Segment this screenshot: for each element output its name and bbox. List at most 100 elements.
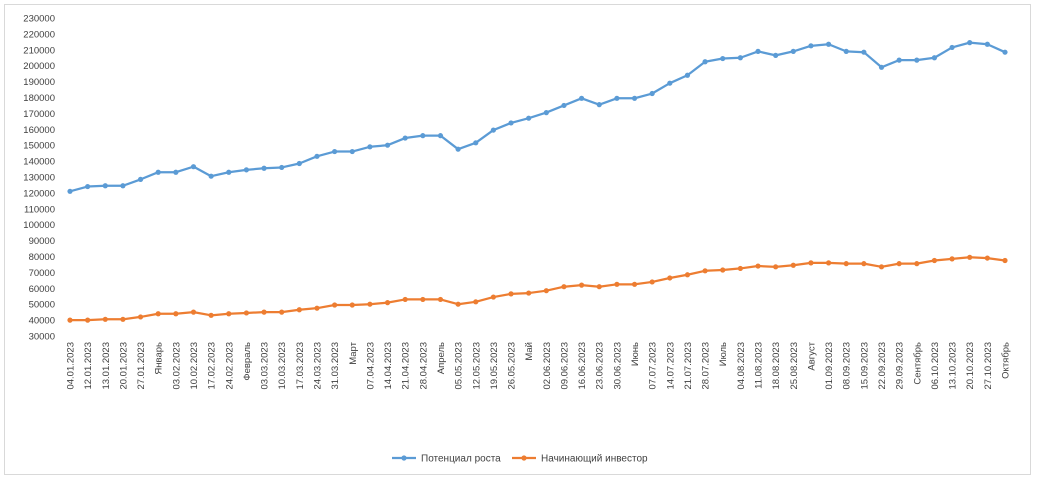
data-point xyxy=(279,164,285,171)
x-tick-label: 17.02.2023 xyxy=(207,342,218,390)
data-point xyxy=(332,148,338,155)
x-tick-label: 18.08.2023 xyxy=(771,342,782,390)
data-point xyxy=(314,153,320,159)
data-point xyxy=(332,302,338,308)
data-point xyxy=(102,316,108,322)
y-tick-label: 80000 xyxy=(29,252,55,263)
y-tick-label: 40000 xyxy=(29,316,55,327)
x-axis: 04.01.2023 12.01.2023 13.01.2023 20.01.2023… xyxy=(66,341,1012,389)
data-point xyxy=(896,57,902,63)
series-1 xyxy=(67,40,1008,194)
data-point xyxy=(561,284,567,290)
y-tick-label: 150000 xyxy=(23,141,55,152)
x-tick-label: 30.06.2023 xyxy=(612,342,623,390)
data-point xyxy=(137,176,144,182)
data-point xyxy=(173,169,179,175)
data-point xyxy=(85,317,91,323)
data-point xyxy=(85,183,91,190)
data-point xyxy=(420,133,426,139)
data-point xyxy=(455,146,461,152)
data-point xyxy=(667,80,673,86)
x-tick-label: 04.08.2023 xyxy=(736,342,747,390)
data-point xyxy=(773,52,779,58)
data-point xyxy=(684,272,691,278)
data-point xyxy=(120,183,126,189)
data-point xyxy=(755,48,761,54)
data-point xyxy=(102,183,108,189)
data-point xyxy=(755,263,761,269)
data-point xyxy=(579,95,585,101)
x-tick-label: 04.01.2023 xyxy=(66,342,77,390)
y-tick-label: 90000 xyxy=(29,236,55,247)
data-point xyxy=(861,49,867,55)
x-tick-label: 12.01.2023 xyxy=(83,342,94,390)
data-point xyxy=(967,254,973,260)
y-tick-label: 60000 xyxy=(29,284,55,295)
series-layer xyxy=(67,40,1008,323)
x-tick-label: Июль xyxy=(718,342,729,366)
data-point xyxy=(702,59,708,65)
x-tick-label: Июнь xyxy=(630,342,641,366)
data-point xyxy=(931,55,938,61)
x-tick-label: 29.09.2023 xyxy=(895,342,906,390)
x-tick-label: Сентябрь xyxy=(912,342,923,385)
data-point xyxy=(878,264,885,270)
data-point xyxy=(790,262,796,268)
data-point xyxy=(67,188,73,194)
x-tick-label: 13.10.2023 xyxy=(948,342,959,390)
y-tick-label: 190000 xyxy=(23,77,55,88)
x-tick-label: 06.10.2023 xyxy=(930,342,941,390)
data-point xyxy=(684,72,691,78)
data-point xyxy=(473,299,479,305)
data-point xyxy=(279,309,285,315)
data-point xyxy=(296,160,302,167)
y-tick-label: 120000 xyxy=(23,188,55,199)
x-tick-label: Январь xyxy=(154,342,165,375)
y-tick-label: 30000 xyxy=(29,332,55,343)
data-point xyxy=(790,48,796,54)
legend-item: Начинающий инвестор xyxy=(512,454,648,465)
data-point xyxy=(226,169,232,175)
x-tick-label: 20.01.2023 xyxy=(118,342,129,390)
data-point xyxy=(737,265,743,272)
y-tick-label: 130000 xyxy=(23,173,55,184)
x-tick-label: 21.04.2023 xyxy=(401,342,412,390)
x-tick-label: 11.08.2023 xyxy=(754,342,765,389)
x-tick-label: 07.04.2023 xyxy=(365,342,376,390)
data-point xyxy=(949,256,955,262)
data-point xyxy=(208,173,214,179)
data-point xyxy=(508,291,514,297)
x-tick-label: 24.03.2023 xyxy=(312,342,323,390)
data-point xyxy=(455,301,461,307)
data-point xyxy=(349,148,355,155)
x-tick-label: 03.03.2023 xyxy=(260,342,271,390)
x-tick-label: 10.02.2023 xyxy=(189,342,200,390)
data-point xyxy=(402,296,408,303)
data-point xyxy=(808,43,814,49)
data-point xyxy=(631,281,638,287)
data-point xyxy=(579,282,585,288)
chart-frame xyxy=(4,4,1031,475)
x-tick-label: 24.02.2023 xyxy=(224,342,235,390)
data-point xyxy=(367,301,373,307)
data-point xyxy=(155,311,161,317)
data-point xyxy=(596,284,602,290)
x-tick-label: 07.07.2023 xyxy=(648,342,659,390)
x-tick-label: 21.07.2023 xyxy=(683,342,694,390)
x-tick-label: 02.06.2023 xyxy=(542,342,553,390)
legend-label: Начинающий инвестор xyxy=(541,454,648,465)
x-tick-label: 14.04.2023 xyxy=(383,342,394,390)
data-point xyxy=(720,267,726,273)
y-tick-label: 70000 xyxy=(29,268,55,279)
data-point xyxy=(543,288,549,294)
x-tick-label: 31.03.2023 xyxy=(330,342,341,390)
y-tick-label: 160000 xyxy=(23,125,55,136)
data-point xyxy=(226,311,232,317)
data-point xyxy=(843,261,849,267)
data-point xyxy=(437,133,444,139)
data-point xyxy=(667,275,673,281)
y-tick-label: 200000 xyxy=(23,61,55,72)
data-point xyxy=(949,44,955,51)
series-line xyxy=(68,256,1007,322)
